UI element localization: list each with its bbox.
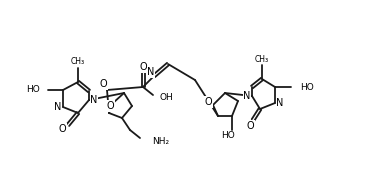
Text: HO: HO [221,132,235,140]
Text: O: O [246,121,254,131]
Text: N: N [147,67,155,77]
Text: CH₃: CH₃ [71,57,85,66]
Text: O: O [58,124,66,134]
Text: HO: HO [26,86,40,95]
Text: O: O [139,62,147,72]
Text: N: N [54,102,62,112]
Text: O: O [204,97,212,107]
Text: N: N [276,98,284,108]
Text: CH₃: CH₃ [255,55,269,64]
Text: NH₂: NH₂ [152,138,169,147]
Text: O: O [106,101,114,111]
Text: HO: HO [300,82,314,91]
Text: O: O [99,79,107,89]
Text: OH: OH [160,94,174,103]
Text: N: N [90,95,98,105]
Text: N: N [243,91,251,101]
